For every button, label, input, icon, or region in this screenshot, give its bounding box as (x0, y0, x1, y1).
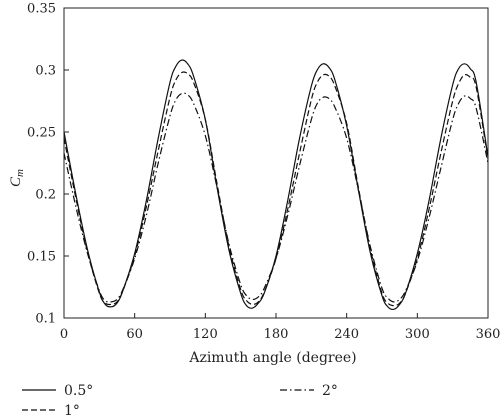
series-line-2 (63, 71, 489, 307)
y-tick-label: 0.2 (35, 188, 56, 203)
series-line-1 (63, 59, 489, 311)
y-tick-label: 0.25 (27, 126, 56, 141)
x-tick-label: 300 (405, 327, 430, 342)
x-tick-label: 360 (476, 327, 500, 342)
x-axis-title: Azimuth angle (degree) (188, 350, 356, 366)
plot-area (63, 7, 489, 319)
y-tick-label: 0.15 (27, 250, 56, 265)
y-tick-label: 0.3 (35, 64, 56, 79)
y-axis-title-subscript: m (14, 169, 26, 177)
y-axis-ticks: 0.1 0.15 0.2 0.25 0.3 0.35 (27, 2, 69, 327)
plot-frame (63, 7, 489, 319)
y-axis-title: Cm (8, 169, 26, 187)
legend-label-2: 1° (64, 403, 80, 419)
y-tick-label: 0.35 (27, 2, 56, 17)
y-tick-label: 0.1 (35, 312, 56, 327)
x-tick-label: 120 (193, 327, 218, 342)
x-tick-label: 240 (334, 327, 359, 342)
y-axis-title-main: C (8, 176, 24, 187)
x-tick-label: 60 (126, 327, 143, 342)
x-axis-ticks: 0 60 120 180 240 300 360 (60, 313, 500, 342)
x-tick-label: 0 (60, 327, 68, 342)
legend-label-3: 2° (322, 383, 338, 399)
x-tick-label: 180 (264, 327, 289, 342)
legend-label-1: 0.5° (64, 383, 93, 399)
series-line-3 (63, 92, 489, 303)
legend: 0.5° 1° 2° (22, 383, 338, 419)
